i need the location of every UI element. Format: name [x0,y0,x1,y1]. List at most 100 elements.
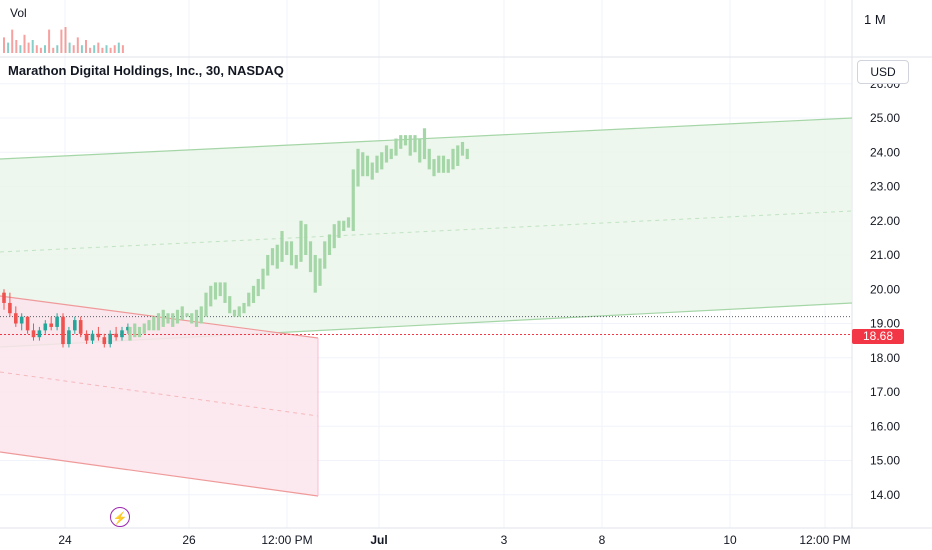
candle-body [19,316,24,324]
candle-body [120,330,124,338]
price-bar [137,326,142,338]
price-tick-label: 15.00 [870,454,900,468]
candle-body [126,326,130,331]
candle-body [61,316,65,345]
time-tick-label: 3 [501,533,508,547]
price-tick-label: 24.00 [870,145,900,159]
volume-bar [117,42,120,53]
volume-bar [44,45,46,53]
candle-body [78,320,83,334]
time-tick-label: 26 [182,533,196,547]
price-bar [194,309,199,327]
price-bar [318,258,322,286]
price-tick-label: 18.00 [870,351,900,365]
price-bar [304,224,308,255]
volume-bar [76,37,79,53]
price-tick-label: 23.00 [870,180,900,194]
price-tick-label: 25.00 [870,111,900,125]
volume-bar [48,29,51,53]
candles [2,289,130,348]
volume-bar [7,42,10,53]
price-bar [456,145,460,166]
volume-bar [113,45,116,53]
lightning-icon[interactable]: ⚡ [110,507,130,527]
time-axis[interactable]: 24 26 12:00 PM Jul 3 8 10 12:00 PM [58,533,850,547]
price-bar [237,306,241,317]
price-bar [270,248,275,266]
volume-bar [27,42,30,53]
volume-pane [3,27,124,53]
price-bar [380,152,384,170]
time-tick-label: 8 [599,533,606,547]
symbol-title[interactable]: Marathon Digital Holdings, Inc., 30, NAS… [8,63,284,78]
candle-body [31,330,36,338]
time-tick-label: 12:00 PM [261,533,312,547]
candle-body [37,330,42,338]
price-tick-label: 22.00 [870,214,900,228]
price-bar [133,323,137,338]
volume-bar [97,42,100,53]
price-bar [185,313,189,317]
volume-scale-label: 1 M [864,12,886,27]
candle-body [96,333,101,338]
price-bar [389,148,393,160]
price-bar [142,323,146,334]
candle-body [84,333,89,341]
currency-button[interactable]: USD [857,60,909,84]
candle-body [55,316,59,327]
price-bar [299,220,303,262]
price-bar [166,313,170,324]
price-bar [180,306,184,321]
price-bar [256,278,260,297]
price-bar [175,309,180,324]
price-bar [370,162,374,180]
candle-body [108,333,112,345]
price-bar [171,313,175,327]
volume-bar [3,37,5,53]
price-bar [204,292,208,317]
candle-body [49,323,53,327]
up-channel-median-line [0,210,853,253]
candle-body [14,313,18,324]
price-bar [232,309,237,317]
price-bar [313,255,317,293]
channels [0,117,853,497]
price-bar [427,148,431,170]
bars [128,128,469,341]
price-bar [446,159,450,173]
price-bar [441,155,446,173]
price-bar [223,282,227,303]
price-bar [251,285,256,303]
volume-bar [109,47,112,53]
price-tick-label: 20.00 [870,282,900,296]
last-price-tag: 18.68 [852,329,904,344]
price-bar [437,155,441,173]
volume-bar [15,40,18,53]
volume-bar [64,27,67,53]
candle-body [43,323,48,331]
volume-bar [60,29,63,53]
price-bar [242,302,246,314]
price-bar [356,148,360,187]
price-axis[interactable]: 26.0025.0024.0023.0022.0021.0020.0019.00… [870,77,900,502]
price-bar [308,241,313,273]
volume-bar [80,45,83,53]
volume-bar [39,47,42,53]
price-bar [147,320,151,331]
volume-bar [105,45,108,53]
price-bar [323,241,327,269]
down-channel-lower-line [0,451,319,497]
volume-bar [85,40,87,53]
price-bar [422,128,427,160]
up-channel-fill [0,118,852,347]
volume-bar [31,40,34,53]
price-bar [289,241,294,266]
candle-body [2,292,6,303]
price-bar [128,326,132,341]
price-bar [327,234,332,255]
time-tick-label: 12:00 PM [799,533,850,547]
price-bar [418,138,422,163]
price-bar [161,309,165,327]
price-bar [261,268,265,290]
